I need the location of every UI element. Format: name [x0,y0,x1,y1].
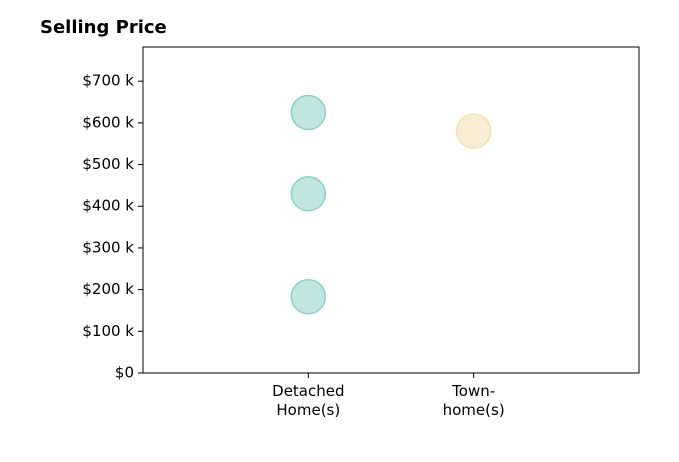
chart-title: Selling Price [40,17,167,38]
point [455,113,492,149]
y-tick-label: $100 k [82,322,134,340]
y-tick-label: $400 k [82,197,134,215]
x-tick-label: Detached Home(s) [272,382,345,419]
plot-frame [142,46,640,374]
y-tick-label: $300 k [82,238,134,256]
x-tick-label: Town- home(s) [442,382,505,419]
y-tick-label: $500 k [82,155,134,173]
y-tick-label: $200 k [82,280,134,298]
point [290,94,327,131]
point [290,175,327,212]
y-tick-label: $700 k [82,72,134,90]
point [290,278,327,315]
y-tick-label: $0 [115,364,134,382]
y-tick-label: $600 k [82,113,134,131]
